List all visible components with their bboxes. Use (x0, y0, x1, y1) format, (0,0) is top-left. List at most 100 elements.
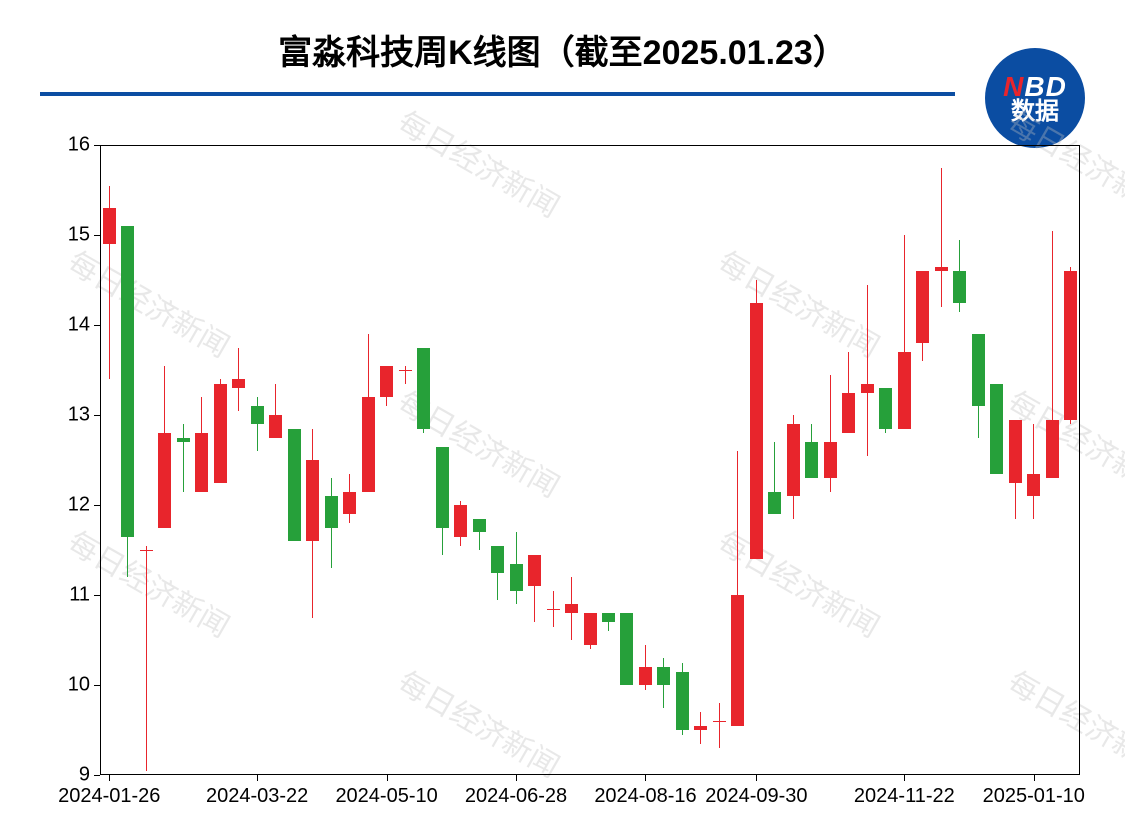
x-axis-tick-label: 2025-01-10 (983, 785, 1085, 808)
candle-body (269, 415, 282, 438)
candle-body (953, 271, 966, 303)
candle-body (805, 442, 818, 478)
candle-body (103, 208, 116, 244)
candle-body (1064, 271, 1077, 420)
y-axis-tick-label: 10 (68, 674, 90, 697)
candle-body (232, 379, 245, 388)
x-axis-tick-label: 2024-08-16 (594, 785, 696, 808)
x-axis-tick-mark (756, 775, 757, 781)
x-axis-tick-label: 2024-01-26 (58, 785, 160, 808)
candle-wick (867, 285, 868, 456)
candle-body (565, 604, 578, 613)
x-axis-tick-mark (1034, 775, 1035, 781)
candle-body (916, 271, 929, 343)
chart-border (100, 145, 1080, 775)
candle-body (935, 267, 948, 272)
candle-body (288, 429, 301, 542)
candle-wick (941, 168, 942, 308)
candle-body (972, 334, 985, 406)
candle-wick (146, 546, 147, 771)
y-axis-tick-mark (94, 235, 100, 236)
y-axis-tick-mark (94, 505, 100, 506)
candle-body (158, 433, 171, 528)
candle-body (177, 438, 190, 443)
x-axis-tick-label: 2024-11-22 (854, 785, 955, 808)
candle-body (547, 609, 560, 610)
chart-title: 富淼科技周K线图（截至2025.01.23） (0, 25, 1125, 74)
x-axis-tick-label: 2024-05-10 (335, 785, 437, 808)
candle-wick (183, 424, 184, 492)
y-axis-tick-label: 14 (68, 314, 90, 337)
y-axis-tick-mark (94, 145, 100, 146)
candle-body (306, 460, 319, 541)
candle-body (121, 226, 134, 537)
candle-body (528, 555, 541, 587)
y-axis-tick-label: 12 (68, 494, 90, 517)
candle-body (898, 352, 911, 429)
x-axis-tick-mark (109, 775, 110, 781)
logo-line-1: NBD (1003, 72, 1067, 101)
logo-line-2: 数据 (1011, 99, 1059, 124)
x-axis-tick-mark (904, 775, 905, 781)
nbd-logo-badge: NBD 数据 (985, 48, 1085, 148)
candle-body (140, 550, 153, 551)
y-axis-tick-label: 15 (68, 224, 90, 247)
y-axis-tick-mark (94, 415, 100, 416)
candle-body (399, 370, 412, 371)
y-axis-tick-label: 13 (68, 404, 90, 427)
candle-body (380, 366, 393, 398)
candlestick-chart: 9101112131415162024-01-262024-03-222024-… (100, 145, 1080, 775)
candle-body (639, 667, 652, 685)
y-axis-tick-label: 9 (79, 764, 90, 787)
candle-body (1009, 420, 1022, 483)
y-axis-tick-label: 16 (68, 134, 90, 157)
x-axis-tick-label: 2024-09-30 (705, 785, 807, 808)
candle-body (436, 447, 449, 528)
candle-body (510, 564, 523, 591)
candle-body (491, 546, 504, 573)
candle-body (325, 496, 338, 528)
x-axis-tick-label: 2024-06-28 (465, 785, 567, 808)
candle-body (195, 433, 208, 492)
y-axis-tick-mark (94, 685, 100, 686)
candle-body (454, 505, 467, 537)
candle-body (750, 303, 763, 560)
candle-body (417, 348, 430, 429)
candle-wick (719, 703, 720, 748)
candle-body (362, 397, 375, 492)
candle-body (694, 726, 707, 731)
title-underline (40, 92, 955, 96)
candle-body (861, 384, 874, 393)
candle-body (343, 492, 356, 515)
y-axis-tick-mark (94, 595, 100, 596)
y-axis-tick-label: 11 (69, 584, 90, 607)
candle-body (787, 424, 800, 496)
candle-body (1027, 474, 1040, 497)
candle-body (602, 613, 615, 622)
x-axis-tick-mark (645, 775, 646, 781)
x-axis-tick-mark (257, 775, 258, 781)
candle-body (1046, 420, 1059, 479)
x-axis-tick-mark (387, 775, 388, 781)
x-axis-tick-label: 2024-03-22 (206, 785, 308, 808)
candle-wick (1033, 424, 1034, 519)
x-axis-tick-mark (516, 775, 517, 781)
candle-body (713, 721, 726, 722)
candle-body (676, 672, 689, 731)
candle-body (214, 384, 227, 483)
candle-body (731, 595, 744, 726)
candle-body (657, 667, 670, 685)
candle-wick (405, 366, 406, 384)
candle-body (990, 384, 1003, 474)
candle-body (879, 388, 892, 429)
candle-body (251, 406, 264, 424)
y-axis-tick-mark (94, 325, 100, 326)
candle-body (620, 613, 633, 685)
candle-body (768, 492, 781, 515)
candle-body (473, 519, 486, 533)
candle-body (824, 442, 837, 478)
y-axis-tick-mark (94, 775, 100, 776)
candle-body (842, 393, 855, 434)
candle-body (584, 613, 597, 645)
chart-container: 富淼科技周K线图（截至2025.01.23） NBD 数据 每日经济新闻每日经济… (0, 0, 1125, 825)
